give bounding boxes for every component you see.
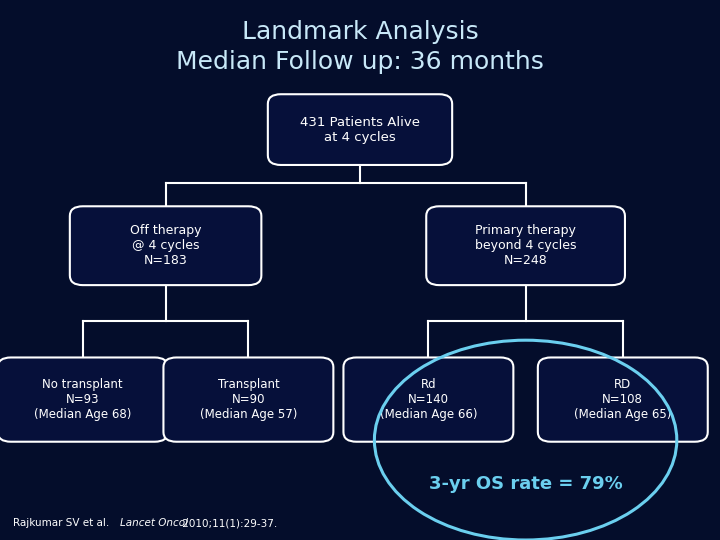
Text: Median Follow up: 36 months: Median Follow up: 36 months [176,50,544,73]
Text: No transplant
N=93
(Median Age 68): No transplant N=93 (Median Age 68) [34,378,132,421]
Text: Transplant
N=90
(Median Age 57): Transplant N=90 (Median Age 57) [199,378,297,421]
Text: 431 Patients Alive
at 4 cycles: 431 Patients Alive at 4 cycles [300,116,420,144]
Text: Rajkumar SV et al.: Rajkumar SV et al. [13,518,112,528]
FancyBboxPatch shape [343,357,513,442]
Text: Landmark Analysis: Landmark Analysis [242,21,478,44]
FancyBboxPatch shape [538,357,708,442]
FancyBboxPatch shape [0,357,168,442]
Text: RD
N=108
(Median Age 65): RD N=108 (Median Age 65) [574,378,672,421]
FancyBboxPatch shape [163,357,333,442]
FancyBboxPatch shape [268,94,452,165]
Text: 3-yr OS rate = 79%: 3-yr OS rate = 79% [428,475,623,493]
Text: Primary therapy
beyond 4 cycles
N=248: Primary therapy beyond 4 cycles N=248 [475,224,576,267]
Text: Rd
N=140
(Median Age 66): Rd N=140 (Median Age 66) [379,378,477,421]
FancyBboxPatch shape [426,206,625,285]
Text: Off therapy
@ 4 cycles
N=183: Off therapy @ 4 cycles N=183 [130,224,202,267]
Text: 2010;11(1):29-37.: 2010;11(1):29-37. [179,518,277,528]
FancyBboxPatch shape [70,206,261,285]
Text: Lancet Oncol: Lancet Oncol [120,518,187,528]
